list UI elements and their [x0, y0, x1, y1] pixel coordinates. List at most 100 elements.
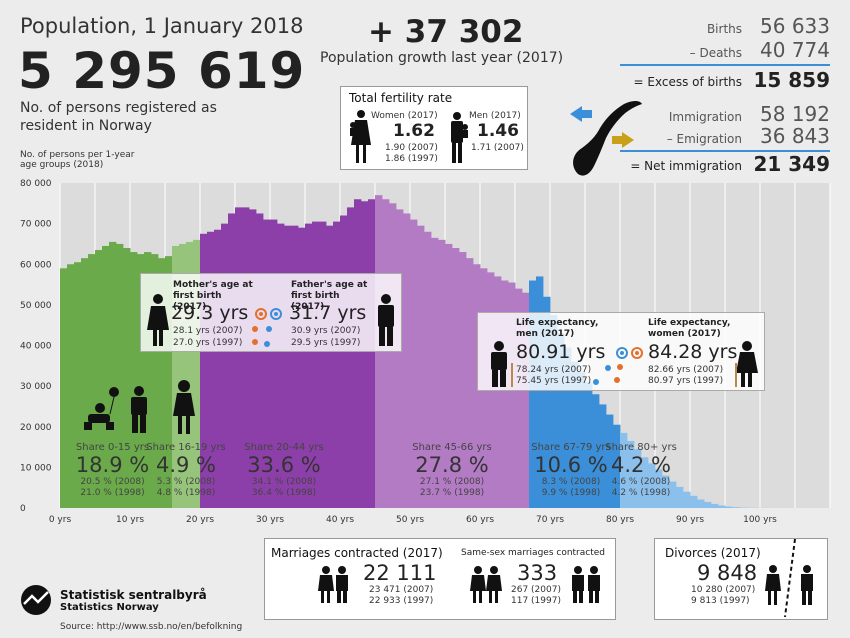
age-bar — [669, 481, 677, 508]
age-bar — [214, 229, 222, 508]
age-bar — [333, 221, 341, 508]
age-bar — [207, 231, 215, 508]
age-bar — [256, 213, 264, 508]
fertility-box: Total fertility rate Women (2017) 1.62 1… — [340, 86, 528, 170]
chart-ylabel: No. of persons per 1-year age groups (20… — [20, 150, 135, 170]
marriages-1997: 22 933 (1997) — [369, 596, 434, 606]
age-bar — [466, 258, 474, 508]
share-value: 18.9 % — [75, 453, 150, 477]
age-bar — [158, 258, 166, 508]
age-bar — [662, 475, 670, 508]
net-immigration-value: 21 349 — [753, 152, 830, 176]
age-bar — [627, 440, 635, 508]
age-bar — [578, 371, 586, 508]
age-bar — [571, 361, 579, 508]
age-bar — [620, 432, 628, 508]
x-tick-label: 60 yrs — [466, 515, 494, 525]
age-bar — [88, 254, 96, 508]
age-bar — [165, 256, 173, 508]
share-1998: 23.7 % (1998) — [419, 488, 485, 498]
growth-label: Population growth last year (2017) — [320, 50, 564, 66]
share-value: 33.6 % — [247, 453, 321, 477]
age-bar — [676, 486, 684, 508]
same-sex-title: Same-sex marriages contracted — [461, 548, 606, 558]
y-tick-label: 20 000 — [20, 423, 52, 433]
age-bar — [298, 227, 306, 508]
age-bar — [137, 254, 145, 508]
marriages-title: Marriages contracted (2017) — [271, 546, 443, 560]
life-women-1997: 80.97 yrs (1997) — [648, 376, 724, 386]
age-bar — [389, 203, 397, 508]
male-couple-icon — [572, 566, 600, 603]
deaths-label: – Deaths — [689, 46, 742, 60]
age-bar — [431, 237, 439, 508]
share-label: Share 20-44 yrs — [244, 442, 324, 453]
y-tick-label: 0 — [20, 504, 26, 514]
x-tick-label: 100 yrs — [743, 515, 777, 525]
share-value: 4.2 % — [610, 453, 672, 477]
age-bar — [235, 207, 243, 508]
share-label: Share 67-79 yrs — [531, 442, 611, 453]
share-2008: 20.5 % (2008) — [80, 477, 145, 487]
age-bar — [109, 241, 117, 508]
divorces-1997: 9 813 (1997) — [691, 596, 750, 606]
age-bar — [550, 315, 558, 508]
age-bar — [515, 288, 523, 508]
immigration-arrow-icon — [570, 106, 592, 122]
growth-value: + 37 302 — [368, 14, 524, 50]
share-value: 27.8 % — [415, 453, 489, 477]
divorces-box: Divorces (2017) 9 848 10 280 (2007) 9 81… — [654, 538, 828, 620]
couple-icon — [318, 566, 348, 603]
age-bar — [95, 250, 103, 508]
share-1998: 36.4 % (1998) — [251, 488, 317, 498]
share-label: Share 45-66 yrs — [412, 442, 492, 453]
age-bar — [641, 457, 649, 508]
age-bar — [697, 499, 705, 508]
share-label: Share 16-19 yrs — [146, 442, 226, 453]
age-bar — [508, 282, 516, 508]
share-block: Share 0-15 yrs 18.9 % 20.5 % (2008) 21.0 % … — [63, 442, 163, 499]
age-bar — [347, 207, 355, 508]
age-bar — [291, 225, 299, 508]
share-1998: 4.2 % (1998) — [611, 488, 671, 498]
same-sex-1997: 117 (1997) — [511, 596, 561, 606]
same-sex-2007: 267 (2007) — [511, 585, 561, 595]
age-bar — [592, 394, 600, 508]
age-bar — [543, 296, 551, 508]
marriages-value: 22 111 — [363, 561, 437, 585]
father-age-1997: 29.5 yrs (1997) — [291, 338, 361, 348]
source-link[interactable]: Source: http://www.ssb.no/en/befolkning — [60, 622, 243, 632]
share-2008: 34.1 % (2008) — [251, 477, 317, 487]
y-tick-label: 40 000 — [20, 342, 52, 352]
same-sex-value: 333 — [517, 561, 558, 585]
chart-x-ticks: 0 yrs 10 yrs 20 yrs 30 yrs 40 yrs 50 yrs 60 yr… — [49, 515, 777, 525]
fert-women-value: 1.62 — [393, 121, 435, 141]
age-bar — [340, 215, 348, 508]
share-2008: 5.3 % (2008) — [156, 477, 216, 487]
births-label: Births — [706, 22, 742, 36]
mother-age-2007: 28.1 yrs (2007) — [173, 326, 243, 336]
father-child-icon — [451, 112, 468, 163]
chart-y-ticks: 0 10 000 20 000 30 000 40 000 50 000 60 000 70 … — [20, 179, 52, 514]
net-immigration-label: = Net immigration — [630, 159, 742, 173]
y-tick-label: 70 000 — [20, 220, 52, 230]
age-bar — [60, 268, 68, 508]
fertility-title: Total fertility rate — [349, 91, 453, 105]
age-bar — [494, 276, 502, 508]
age-bar — [200, 233, 208, 508]
share-block: Share 20-44 yrs 33.6 % 34.1 % (2008) 36.4 %… — [234, 442, 334, 499]
age-bar — [501, 280, 509, 508]
parents-box: Mother's age at first birth (2017) 29.3 … — [140, 273, 402, 352]
logo-subname: Statistics Norway — [60, 602, 159, 613]
fert-men-2007: 1.71 (2007) — [471, 143, 524, 153]
age-bar — [529, 280, 537, 508]
age-bar — [81, 258, 89, 508]
age-bar — [263, 219, 271, 508]
excess-value: 15 859 — [753, 68, 830, 92]
life-expectancy-box: Life expectancy, men (2017) 80.91 yrs 78… — [477, 312, 765, 391]
age-bar — [536, 276, 544, 508]
age-bar — [606, 414, 614, 508]
share-block: Share 45-66 yrs 27.8 % 27.1 % (2008) 23.7 %… — [402, 442, 502, 499]
life-men-value: 80.91 yrs — [516, 341, 606, 363]
father-age-value: 31.7 yrs — [289, 302, 367, 324]
